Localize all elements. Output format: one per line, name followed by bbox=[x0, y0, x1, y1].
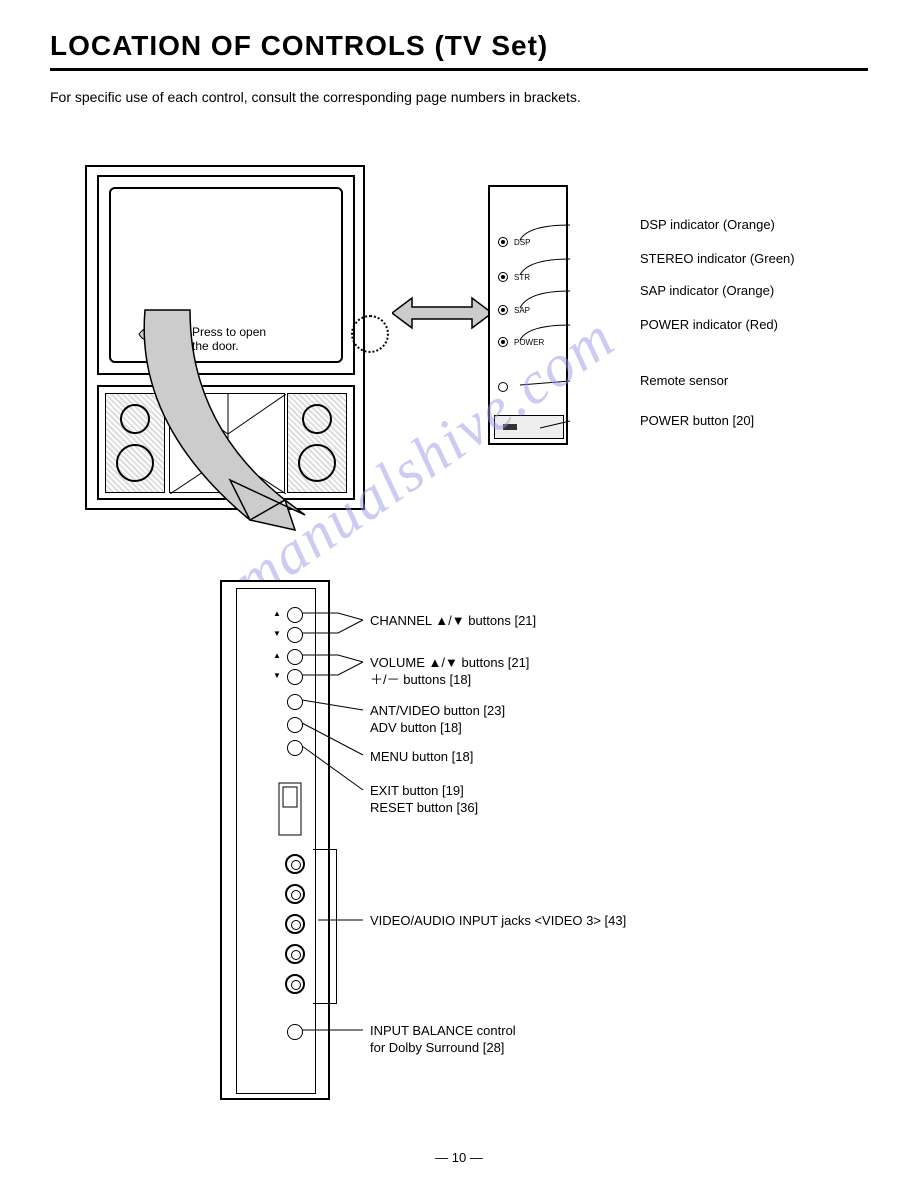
page-number: — 10 — bbox=[0, 1150, 918, 1165]
sap-label: SAP indicator (Orange) bbox=[640, 283, 774, 298]
volume-label: VOLUME ▲/▼ buttons [21]＋/－ buttons [18] bbox=[370, 655, 529, 689]
menu-label: MENU button [18] bbox=[370, 749, 473, 766]
remote-label: Remote sensor bbox=[640, 373, 728, 388]
dsp-label: DSP indicator (Orange) bbox=[640, 217, 775, 232]
remote-sensor bbox=[498, 382, 508, 392]
zoom-source-circle bbox=[351, 315, 389, 353]
pwrbtn-label: POWER button [20] bbox=[640, 413, 754, 428]
zoom-arrow bbox=[392, 293, 492, 333]
ant-video-label: ANT/VIDEO button [23]ADV button [18] bbox=[370, 703, 505, 737]
input-balance-label: INPUT BALANCE controlfor Dolby Surround … bbox=[370, 1023, 516, 1057]
page-title: LOCATION OF CONTROLS (TV Set) bbox=[50, 30, 868, 71]
exit-label: EXIT button [19]RESET button [36] bbox=[370, 783, 478, 817]
door-open-arrow bbox=[130, 305, 350, 535]
power-label: POWER indicator (Red) bbox=[640, 317, 778, 332]
video-jacks-label: VIDEO/AUDIO INPUT jacks <VIDEO 3> [43] bbox=[370, 913, 626, 930]
diagram-area: Press to open the door. bbox=[50, 145, 868, 1125]
intro-text: For specific use of each control, consul… bbox=[50, 89, 868, 105]
stereo-label: STEREO indicator (Green) bbox=[640, 251, 795, 266]
channel-label: CHANNEL ▲/▼ buttons [21] bbox=[370, 613, 536, 630]
